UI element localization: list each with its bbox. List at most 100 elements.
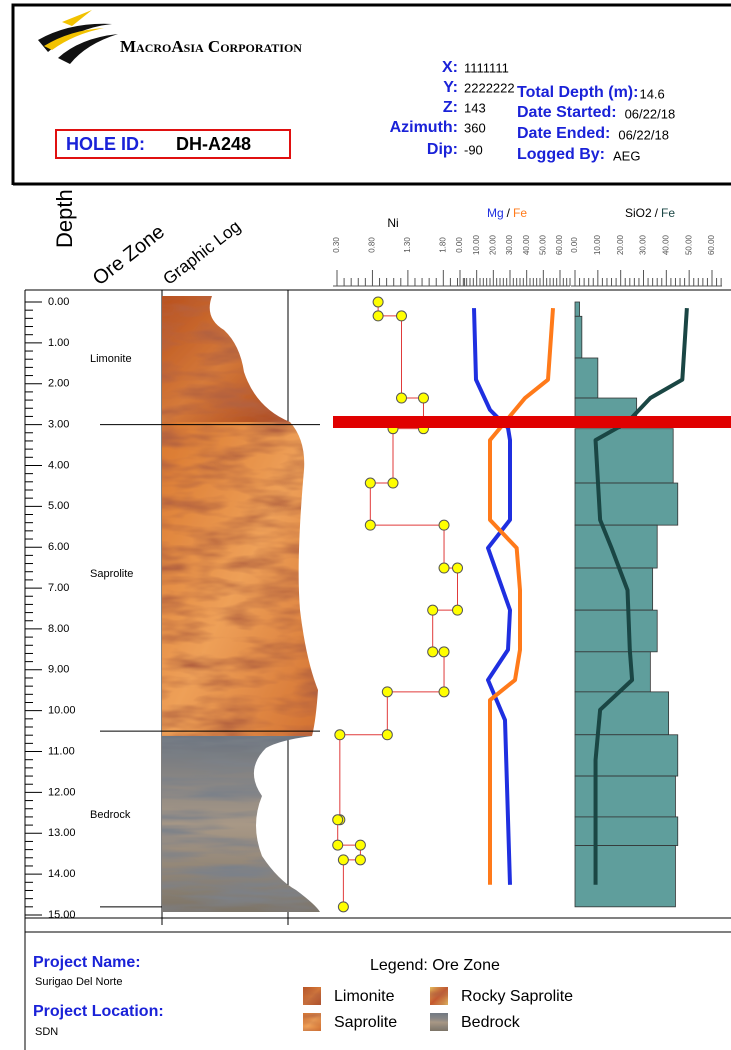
legend-label: Saprolite — [334, 1014, 397, 1031]
track-title: Mg/Fe — [487, 206, 527, 220]
x-tick-label: 60.00 — [707, 234, 716, 255]
field-value: 06/22/18 — [625, 106, 676, 121]
bar — [575, 302, 580, 316]
depth-tick-label: 11.00 — [48, 745, 75, 757]
sample-point — [439, 647, 449, 657]
x-tick-label: 1.80 — [438, 237, 447, 253]
sample-point — [355, 840, 365, 850]
sample-point — [397, 393, 407, 403]
plot-area: 0.001.002.003.004.005.006.007.008.009.00… — [25, 206, 722, 921]
depth-tick-label: 0.00 — [48, 296, 69, 308]
sample-point — [373, 297, 383, 307]
field-label: Total Depth (m): — [517, 84, 638, 101]
sample-point — [453, 605, 463, 615]
bar — [575, 692, 669, 735]
sample-point — [439, 563, 449, 573]
x-tick-label: 20.00 — [616, 234, 625, 255]
x-tick-label: 0.00 — [570, 237, 579, 253]
depth-tick-label: 8.00 — [48, 623, 69, 635]
x-tick-label: 10.00 — [593, 234, 602, 255]
sample-point — [428, 605, 438, 615]
depth-tick-label: 7.00 — [48, 582, 69, 594]
title-separator: / — [507, 206, 511, 220]
depth-tick-label: 14.00 — [48, 868, 76, 880]
hole-id: DH-A248 — [176, 134, 251, 154]
sample-point — [428, 647, 438, 657]
sample-point — [333, 840, 343, 850]
log-sheet: MacroAsia Corporation HOLE ID: DH-A248 X… — [0, 0, 731, 1050]
ore-zone-header: Ore Zone — [89, 221, 169, 290]
series-name: Fe — [661, 206, 675, 220]
x-tick-label: 0.80 — [368, 237, 377, 253]
x-tick-label: 0.00 — [455, 237, 464, 253]
zone-label: Bedrock — [90, 809, 131, 821]
bar — [575, 429, 673, 483]
title-text: Ni — [387, 216, 398, 230]
x-tick-label: 10.00 — [472, 234, 481, 255]
sample-point — [453, 563, 463, 573]
field-label: Logged By: — [517, 146, 605, 163]
sample-point — [382, 687, 392, 697]
bar — [575, 316, 582, 358]
field-label: Azimuth: — [390, 119, 458, 136]
depth-tick-label: 12.00 — [48, 786, 76, 798]
field-label: Date Ended: — [517, 125, 610, 142]
x-tick-label: 40.00 — [522, 234, 531, 255]
track-title: SiO2/Fe — [625, 206, 675, 220]
depth-tick-label: 3.00 — [48, 419, 69, 431]
header-fields: X:1111111Y:2222222Z:143Azimuth:360Dip:-9… — [390, 59, 676, 163]
sample-point — [355, 855, 365, 865]
project-name: Surigao Del Norte — [35, 976, 122, 988]
x-tick-label: 60.00 — [555, 234, 564, 255]
field-value: 360 — [464, 120, 486, 135]
bar — [575, 568, 653, 610]
field-label: Y: — [443, 79, 458, 96]
field-label: Dip: — [427, 141, 458, 158]
company-name: MacroAsia Corporation — [120, 37, 302, 56]
sample-point — [418, 393, 428, 403]
field-label: Z: — [443, 99, 458, 116]
sample-point — [338, 902, 348, 912]
depth-tick-label: 5.00 — [48, 500, 69, 512]
legend-swatch — [303, 1013, 321, 1031]
bar — [575, 483, 678, 525]
depth-tick-label: 15.00 — [48, 909, 76, 921]
highlight-bar — [333, 416, 731, 428]
project-name-label: Project Name: — [33, 954, 141, 971]
depth-tick-label: 9.00 — [48, 664, 69, 676]
zone-label: Saprolite — [90, 568, 133, 580]
sample-point — [338, 855, 348, 865]
bar — [575, 610, 657, 652]
project-location-label: Project Location: — [33, 1003, 164, 1020]
x-tick-label: 1.30 — [403, 237, 412, 253]
series-name: Fe — [513, 206, 527, 220]
depth-tick-label: 4.00 — [48, 459, 69, 471]
legend-swatch — [430, 987, 448, 1005]
depth-tick-label: 1.00 — [48, 337, 69, 349]
legend-label: Limonite — [334, 988, 395, 1005]
x-tick-label: 40.00 — [661, 234, 670, 255]
field-value: AEG — [613, 148, 640, 163]
field-value: 14.6 — [639, 86, 664, 101]
legend-swatch — [303, 987, 321, 1005]
series-name: SiO2 — [625, 206, 652, 220]
bar — [575, 846, 675, 907]
field-label: X: — [442, 59, 458, 76]
sample-point — [439, 520, 449, 530]
depth-tick-label: 2.00 — [48, 378, 69, 390]
zone-label: Limonite — [90, 353, 132, 365]
legend-label: Bedrock — [461, 1014, 521, 1031]
x-tick-label: 0.30 — [332, 237, 341, 253]
legend-swatch — [430, 1013, 448, 1031]
data-line — [490, 308, 553, 885]
sample-point — [382, 730, 392, 740]
sample-point — [333, 815, 343, 825]
hole-id-label: HOLE ID: — [66, 134, 145, 154]
bar — [575, 817, 678, 846]
bar — [575, 776, 675, 817]
legend-label: Rocky Saprolite — [461, 988, 573, 1005]
depth-tick-label: 13.00 — [48, 827, 76, 839]
x-tick-label: 30.00 — [505, 234, 514, 255]
x-tick-label: 50.00 — [538, 234, 547, 255]
sample-point — [388, 478, 398, 488]
